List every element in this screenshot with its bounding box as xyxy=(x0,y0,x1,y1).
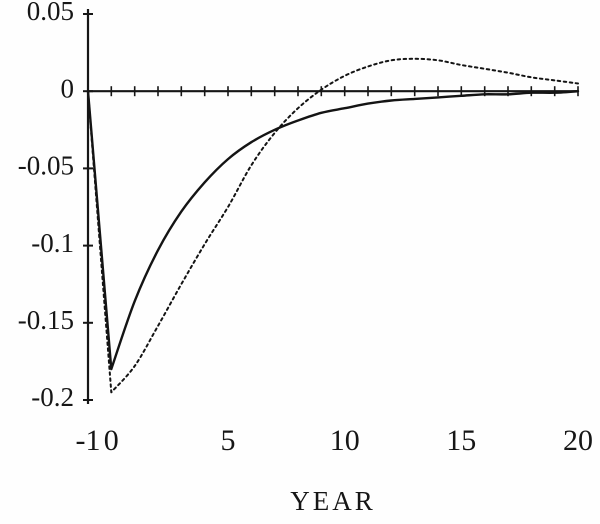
y-tick-label: 0 xyxy=(61,73,75,103)
x-tick-label: 20 xyxy=(563,424,593,457)
y-tick-label: -0.05 xyxy=(18,151,74,181)
y-tick-label: 0.05 xyxy=(27,0,74,26)
x-axis-title: YEAR xyxy=(290,486,376,516)
series-solid-response xyxy=(86,90,580,371)
x-tick-label: 5 xyxy=(221,424,236,457)
series-dashed-response xyxy=(87,57,579,394)
y-tick-label: -0.15 xyxy=(18,305,74,335)
x-tick-label: 15 xyxy=(446,424,476,457)
y-tick-label: -0.1 xyxy=(31,228,74,258)
y-tick-label: -0.2 xyxy=(31,382,74,412)
x-tick-label: 0 xyxy=(104,424,119,457)
x-tick-label: -1 xyxy=(76,424,101,457)
x-tick-label: 10 xyxy=(330,424,360,457)
